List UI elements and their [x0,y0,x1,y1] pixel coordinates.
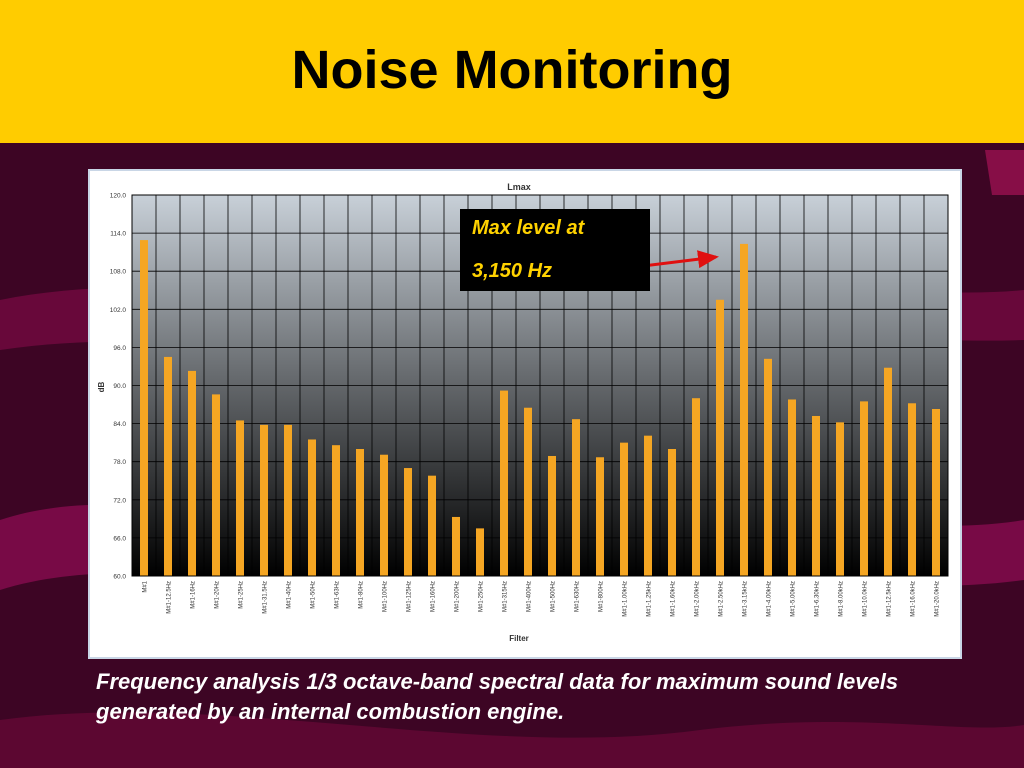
y-tick-label: 72.0 [113,497,126,504]
bar-m-1-160hz [428,475,436,576]
bar-m-1-12-5hz [164,356,172,576]
bar-m-1-500hz [548,455,556,576]
plot-border [131,194,949,577]
x-tick-label: M#1-16.0kHz [911,581,917,617]
bar-m-1-125hz [404,468,412,576]
x-tick-label: M#1-400Hz [527,581,533,612]
bar-m-1-1-00khz [620,442,628,576]
max-level-callout: Max level at 3,150 Hz [460,209,650,291]
bar-m-1-4-00khz [764,358,772,576]
x-tick-label: M#1-4.00kHz [767,581,773,617]
x-tick-label: M#1-250Hz [479,581,485,612]
bar-m-1-6-30khz [812,415,820,576]
bar-m-1-80hz [356,449,364,576]
x-tick-label: M#1-315Hz [503,581,509,612]
x-tick-label: M#1-20.0kHz [935,581,941,617]
y-tick-label: 114.0 [110,231,126,238]
y-tick-label: 78.0 [113,459,126,466]
callout-line-1: Max level at [472,217,585,239]
x-tick-label: M#1-50Hz [311,581,317,609]
bar-m-1-800hz [596,457,604,576]
bar-m-1-2-00khz [692,398,700,576]
x-tick-label: M#1-25Hz [239,581,245,609]
y-tick-label: 102.0 [110,307,127,314]
bar-m-1-40hz [284,424,292,576]
x-tick-label: M#1-40Hz [287,581,293,609]
bar-m-1-8-00khz [836,422,844,576]
x-tick-label: M#1-6.30kHz [815,581,821,617]
y-tick-label: 60.0 [113,574,126,581]
chart-title: Lmax [507,182,531,192]
x-tick-label: M#1-16Hz [191,581,197,609]
bar-m-1-16hz [188,370,196,576]
slide-caption: Frequency analysis 1/3 octave-band spect… [96,669,899,724]
x-tick-label: M#1-800Hz [599,581,605,612]
bar-m-1-250hz [476,528,484,576]
x-tick-label: M#1-63Hz [335,581,341,609]
x-tick-label: M#1-20Hz [215,581,221,609]
bar-m-1-31-5hz [260,424,268,576]
bar-m-1-25hz [236,420,244,576]
x-tick-label: M#1-125Hz [407,581,413,612]
bar-m-1-16-0khz [908,403,916,576]
bar-m-1-1-60khz [668,449,676,576]
bar-m-1-12-5khz [884,367,892,576]
x-tick-label: M#1-2.50kHz [719,581,725,617]
slide-title: Noise Monitoring [291,39,733,100]
bar-m-1-2-50khz [716,299,724,576]
bar-m-1-315hz [500,390,508,576]
bar-m-1-10-0khz [860,401,868,576]
x-tick-label: M#1-8.00kHz [839,581,845,617]
x-tick-label: M#1-3.15kHz [743,581,749,617]
x-tick-label: M#1-630Hz [575,581,581,612]
x-tick-label: M#1-500Hz [551,581,557,612]
x-tick-label: M#1-1.25kHz [647,581,653,617]
bar-m-1-200hz [452,516,460,576]
bar-m-1 [140,240,148,576]
bar-m-1-20-0khz [932,408,940,576]
x-tick-label: M#1-10.0kHz [863,581,869,617]
y-tick-label: 96.0 [113,345,126,352]
bar-m-1-63hz [332,445,340,576]
x-tick-label: M#1-1.00kHz [623,581,629,617]
x-tick-label: M#1-160Hz [431,581,437,612]
x-tick-label: M#1-1.60kHz [671,581,677,617]
bar-m-1-3-15khz [740,243,748,576]
bar-m-1-1-25khz [644,435,652,576]
bar-m-1-20hz [212,394,220,576]
x-tick-label: M#1-12.5Hz [167,581,173,614]
y-tick-label: 84.0 [113,421,126,428]
x-tick-label: M#1 [143,580,149,592]
y-tick-label: 120.0 [110,193,127,200]
x-tick-label: M#1-31.5Hz [263,581,269,614]
y-tick-label: 66.0 [113,535,126,542]
header-band: Noise Monitoring [0,0,1024,143]
bar-m-1-400hz [524,407,532,576]
x-tick-label: M#1-2.00kHz [695,581,701,617]
y-tick-label: 108.0 [110,269,127,276]
x-tick-label: M#1-200Hz [455,581,461,612]
bar-m-1-5-00khz [788,399,796,576]
bar-m-1-50hz [308,439,316,576]
x-axis-label: Filter [509,634,529,643]
callout-line-2: 3,150 Hz [472,260,553,282]
bar-m-1-630hz [572,419,580,576]
x-tick-label: M#1-80Hz [359,581,365,609]
x-tick-label: M#1-5.00kHz [791,581,797,617]
y-tick-label: 90.0 [113,383,126,390]
x-tick-label: M#1-12.5kHz [887,581,893,617]
x-tick-label: M#1-100Hz [383,581,389,612]
bar-m-1-100hz [380,454,388,576]
y-axis-label: dB [97,381,106,392]
